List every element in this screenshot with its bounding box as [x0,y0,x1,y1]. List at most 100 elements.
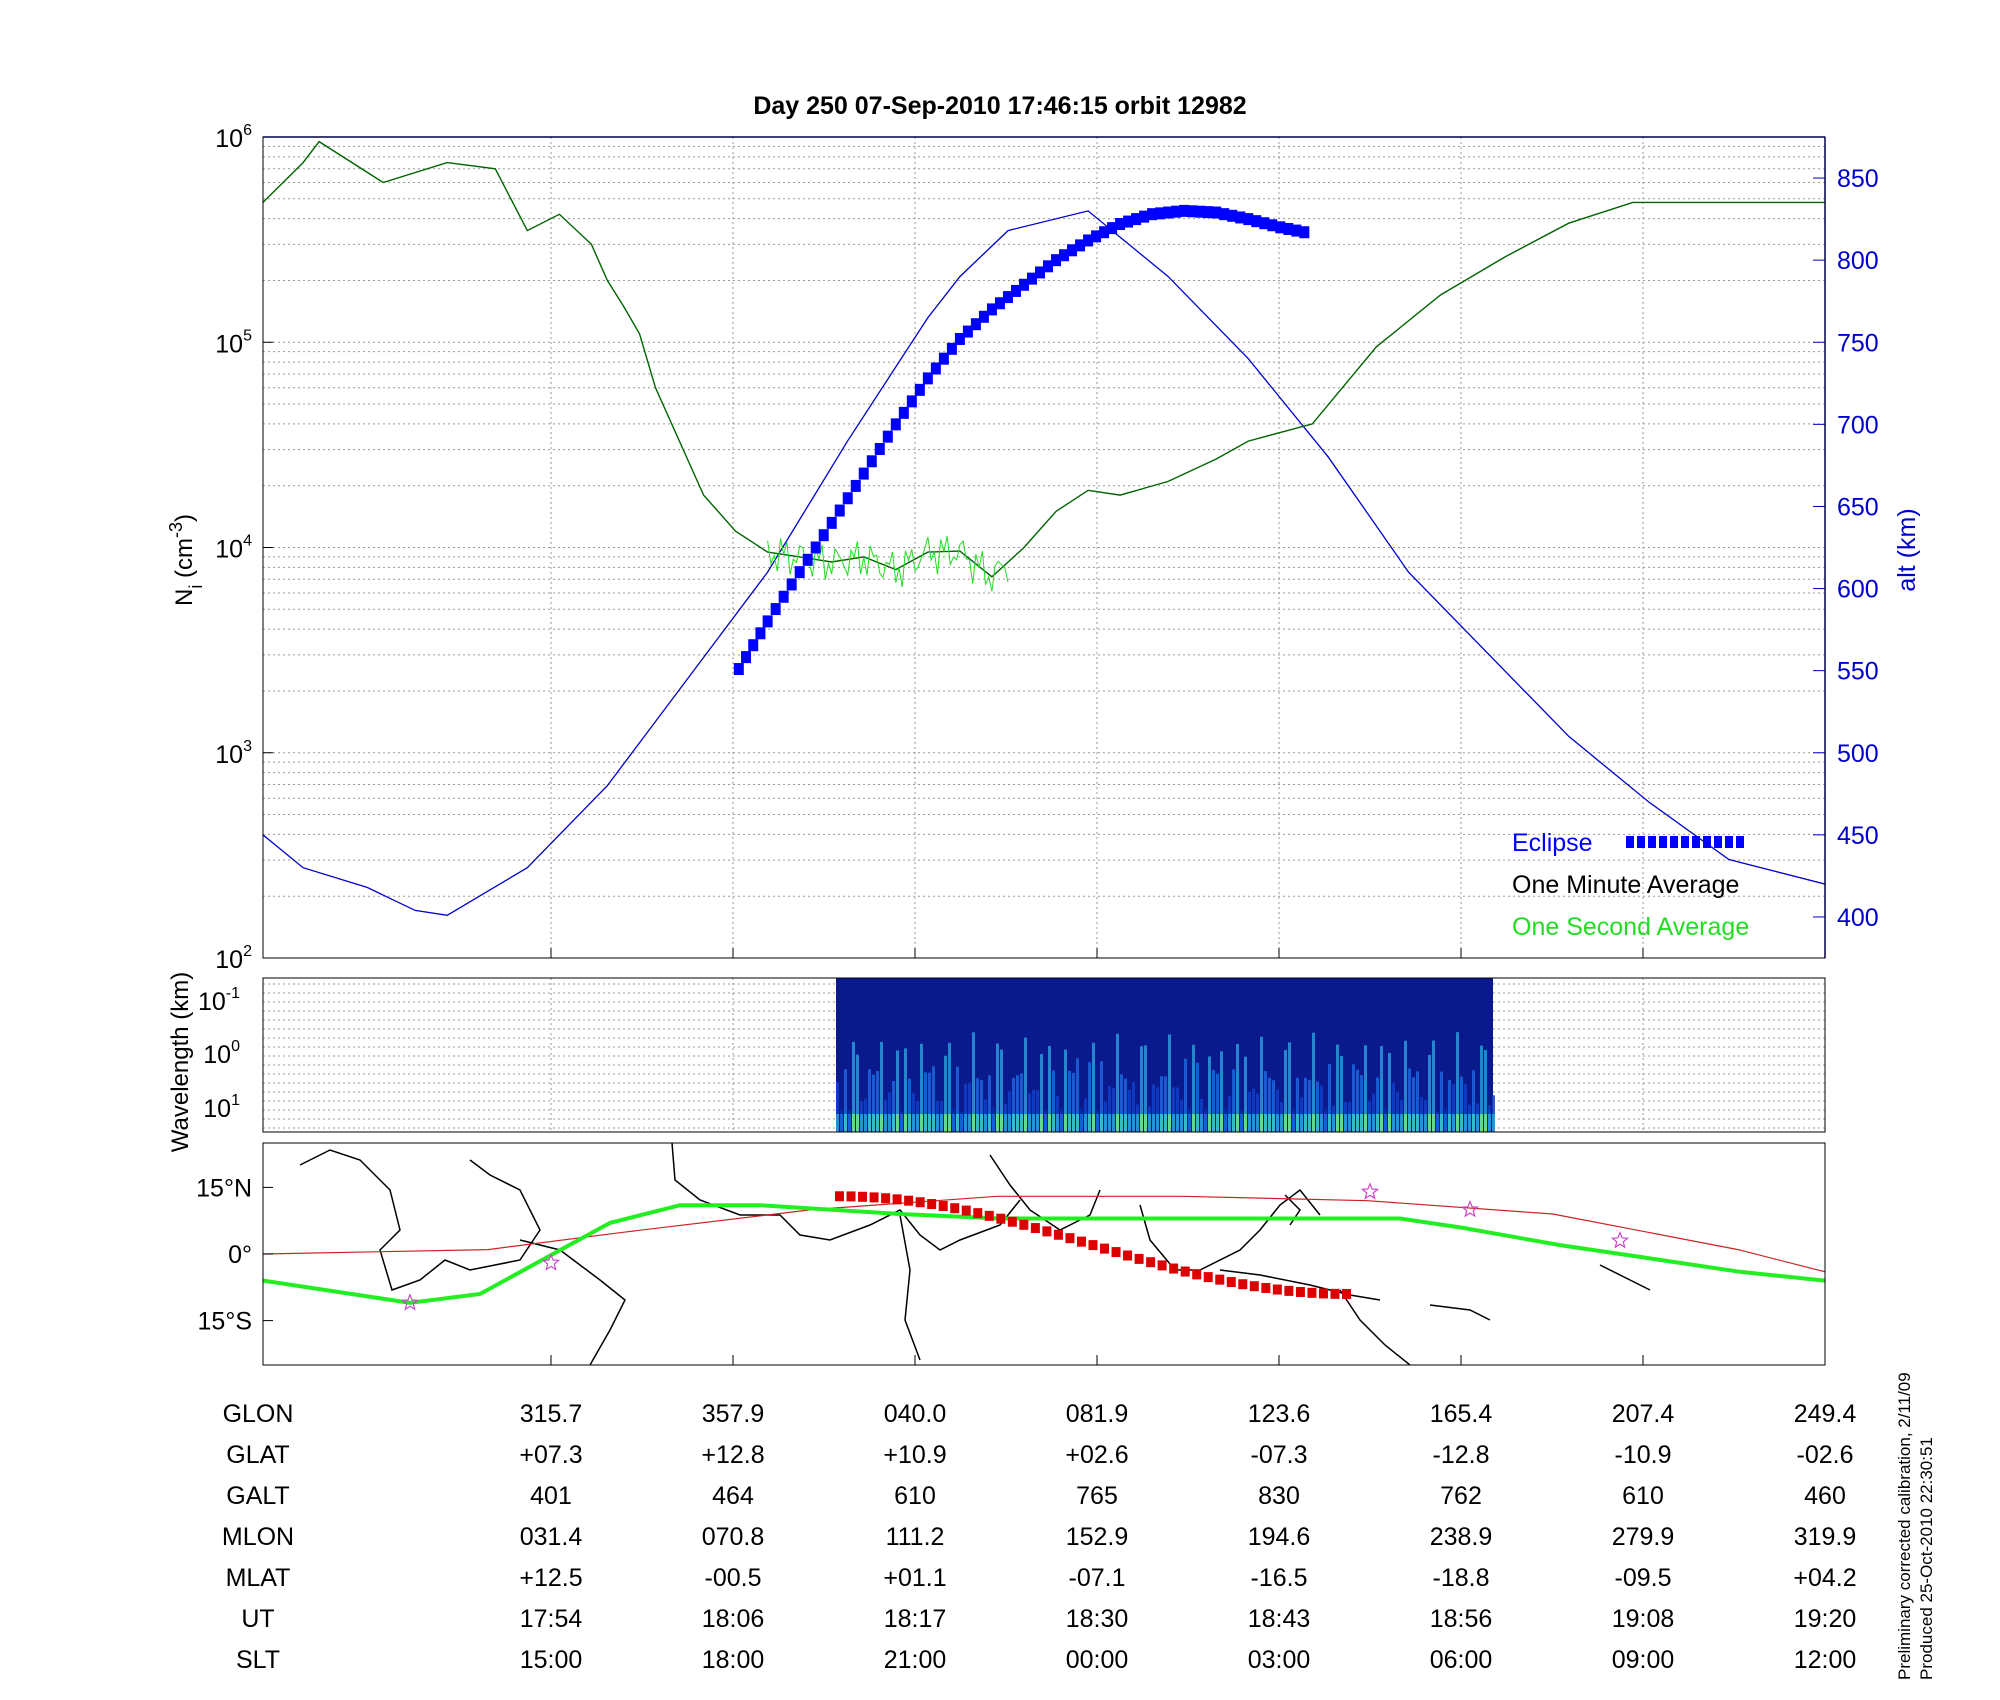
spectrogram-column [1392,1082,1395,1132]
y2-tick-label: 800 [1837,247,1879,275]
spectrogram-column [948,1042,951,1132]
spectrogram-column [1184,1058,1187,1132]
spectrogram-base [928,1114,931,1132]
spectrogram-base [1244,1114,1247,1132]
spectrogram-base [1160,1114,1163,1132]
legend-eclipse-swatch [1659,836,1667,848]
eclipse-marker [858,467,869,480]
eclipse-marker [1219,208,1230,221]
spectrogram-base [956,1114,959,1132]
spectrogram-base [1256,1114,1259,1132]
table-row-label: GLON [223,1400,294,1428]
spectrogram-column [908,1078,911,1132]
spectrogram-column [1220,1051,1223,1132]
spectrogram-base [1312,1114,1315,1132]
spectrogram-column [1020,1073,1023,1132]
y-tick-label: 104 [215,533,252,564]
eclipse-marker [1187,205,1198,218]
spectrogram-column [1316,1081,1319,1132]
spectrogram-column [1440,1071,1443,1132]
spectrogram-base [1324,1114,1327,1132]
table-cell: +12.8 [701,1441,764,1469]
spectrogram-base [1192,1114,1195,1132]
spectrogram-base [1076,1114,1079,1132]
table-cell: 464 [712,1482,754,1510]
table-cell: 18:17 [884,1605,947,1633]
spectrogram-border [262,977,1826,1133]
y2-tick-label: 700 [1837,411,1879,439]
eclipse-track-marker [1123,1250,1133,1261]
spectrogram-base [1012,1114,1015,1132]
table-row-label: SLT [236,1646,280,1674]
spectrogram-column [1304,1077,1307,1132]
spectrogram-column [1364,1045,1367,1132]
eclipse-track-marker [1330,1288,1340,1299]
coastline [1599,1264,1651,1291]
spectrogram-base [1484,1114,1487,1132]
table-cell: 315.7 [520,1400,583,1428]
spectrogram-column [1068,1070,1071,1132]
spectrogram-base [920,1114,923,1132]
spectrogram-column [1388,1052,1391,1132]
eclipse-marker [978,310,989,323]
spectrogram-base [964,1114,967,1132]
eclipse-marker [818,529,829,542]
table-cell: 319.9 [1794,1523,1857,1551]
eclipse-marker [1283,222,1294,235]
spectrogram-base [1300,1114,1303,1132]
table-cell: -07.1 [1069,1564,1126,1592]
spectrogram-base [1236,1114,1239,1132]
eclipse-marker [914,383,925,396]
spectrogram-column [1140,1046,1143,1132]
spectrogram-base [1100,1114,1103,1132]
spectrogram-base [1344,1114,1347,1132]
spectrogram-base [1468,1114,1471,1132]
eclipse-marker [755,627,766,640]
spectrogram-column [1492,1095,1495,1132]
spectrogram-column [1260,1036,1263,1132]
spectrogram-column [1236,1043,1239,1132]
table-cell: 123.6 [1248,1400,1311,1428]
coastline [1429,1304,1491,1321]
table-cell: 152.9 [1066,1523,1129,1551]
table-cell: 165.4 [1430,1400,1493,1428]
spectrogram-column [1048,1046,1051,1132]
spectrogram-column [976,1078,979,1132]
spectrogram-base [1336,1114,1339,1132]
spectrogram-base [1340,1114,1343,1132]
spectrogram-column [852,1041,855,1132]
spectrogram-base [872,1114,875,1132]
table-cell: 401 [530,1482,572,1510]
spectrogram-base [984,1114,987,1132]
eclipse-marker [741,651,752,664]
spectrogram-base [1216,1114,1219,1132]
spectrogram-column [1100,1061,1103,1132]
legend-eclipse-swatch [1714,836,1722,848]
spectrogram-column [912,1093,915,1132]
orbit-table: GLON 315.7 357.9 040.0 081.9 123.6 165.4 207.4 2… [222,1400,1857,1674]
spectrogram-base [1296,1114,1299,1132]
eclipse-track-marker [846,1191,856,1202]
legend-minute-label: One Minute Average [1512,871,1739,899]
eclipse-track-marker [892,1194,902,1205]
star-marker [541,1253,561,1271]
eclipse-marker [970,318,981,331]
spectrogram-base [1124,1114,1127,1132]
table-cell: +01.1 [883,1564,946,1592]
spectrogram-base [1044,1114,1047,1132]
eclipse-marker [794,566,805,579]
spectrogram-tick-label: 100 [203,1038,240,1069]
table-cell: 19:20 [1794,1605,1857,1633]
eclipse-marker [1043,260,1054,273]
y2-tick-label: 450 [1837,822,1879,850]
spectrogram-column [996,1043,999,1132]
coastline [671,1143,1021,1251]
eclipse-track-marker [1307,1287,1317,1298]
spectrogram-column [1088,1062,1091,1132]
spectrogram-base [1232,1114,1235,1132]
spectrogram-column [1308,1080,1311,1132]
spectrogram-tick-exponent: 0 [231,1038,240,1055]
coastline [299,1149,541,1291]
eclipse-track-marker [1203,1272,1213,1283]
spectrogram-base [1376,1114,1379,1132]
